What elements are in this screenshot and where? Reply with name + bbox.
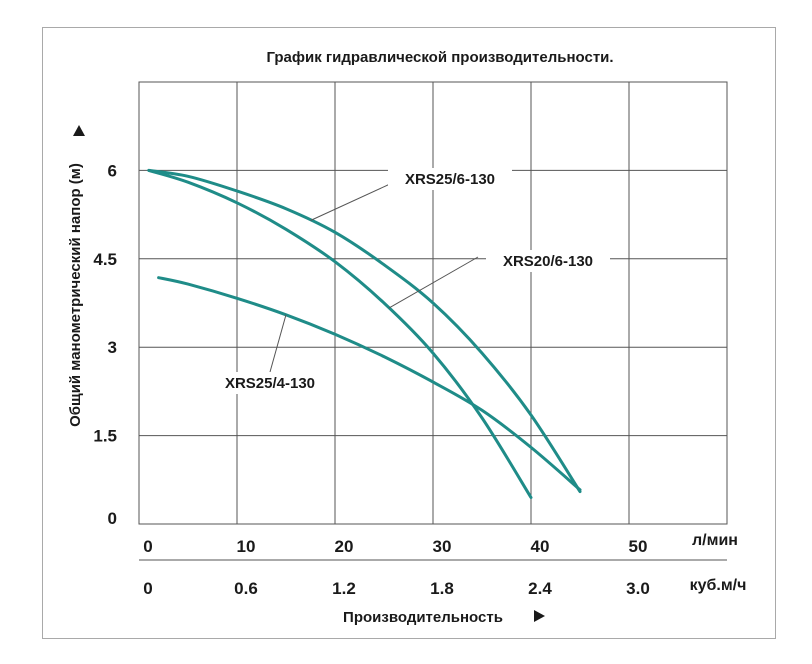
x2-tick-label: 3.0 bbox=[626, 579, 650, 598]
y-axis-label: Общий манометрический напор (м) bbox=[67, 163, 84, 427]
series-line-3 bbox=[157, 276, 582, 492]
y-tick-labels: 0 1.5 3 4.5 6 bbox=[93, 161, 117, 528]
y-axis-arrow-icon bbox=[73, 125, 85, 136]
series-label-background bbox=[208, 372, 332, 394]
x-tick-label: 20 bbox=[335, 537, 354, 556]
x-tick-label: 50 bbox=[629, 537, 648, 556]
series-label-background bbox=[388, 168, 512, 190]
y-tick-label: 3 bbox=[108, 338, 117, 357]
x2-tick-label: 2.4 bbox=[528, 579, 552, 598]
x-tick-label: 0 bbox=[143, 537, 152, 556]
x2-unit-label: куб.м/ч bbox=[690, 577, 747, 594]
series-label-background bbox=[486, 250, 610, 272]
series-label-leader bbox=[310, 183, 391, 221]
series-line-1 bbox=[147, 168, 582, 494]
x-unit-label: л/мин bbox=[692, 532, 738, 549]
x2-tick-label: 1.2 bbox=[332, 579, 356, 598]
series-line-2 bbox=[147, 168, 533, 499]
grid bbox=[138, 81, 728, 561]
x-axis-arrow-icon bbox=[534, 610, 545, 622]
series-label: XRS25/4-130 bbox=[225, 375, 315, 392]
x-tick-labels: 0 10 20 30 40 50 bbox=[143, 537, 647, 556]
y-tick-label: 1.5 bbox=[93, 427, 117, 446]
x2-tick-label: 0.6 bbox=[234, 579, 258, 598]
series-label-leader bbox=[269, 314, 287, 373]
series-label: XRS25/6-130 bbox=[405, 171, 495, 188]
chart-title: График гидравлической производительности… bbox=[266, 49, 613, 66]
series-label: XRS20/6-130 bbox=[503, 253, 593, 270]
series-label-leader bbox=[388, 256, 479, 309]
x2-tick-label: 1.8 bbox=[430, 579, 454, 598]
y-tick-label: 0 bbox=[108, 509, 117, 528]
x-tick-label: 40 bbox=[531, 537, 550, 556]
x-axis-label: Производительность bbox=[343, 609, 503, 626]
x2-tick-labels: 0 0.6 1.2 1.8 2.4 3.0 bbox=[143, 579, 650, 598]
y-tick-label: 4.5 bbox=[93, 250, 117, 269]
series-labels: XRS25/6-130 XRS20/6-130 XRS25/4-130 bbox=[208, 168, 610, 394]
x2-tick-label: 0 bbox=[143, 579, 152, 598]
y-tick-label: 6 bbox=[108, 161, 117, 180]
x-tick-label: 10 bbox=[237, 537, 256, 556]
chart-frame bbox=[42, 27, 776, 639]
series bbox=[147, 168, 582, 499]
x-tick-label: 30 bbox=[433, 537, 452, 556]
